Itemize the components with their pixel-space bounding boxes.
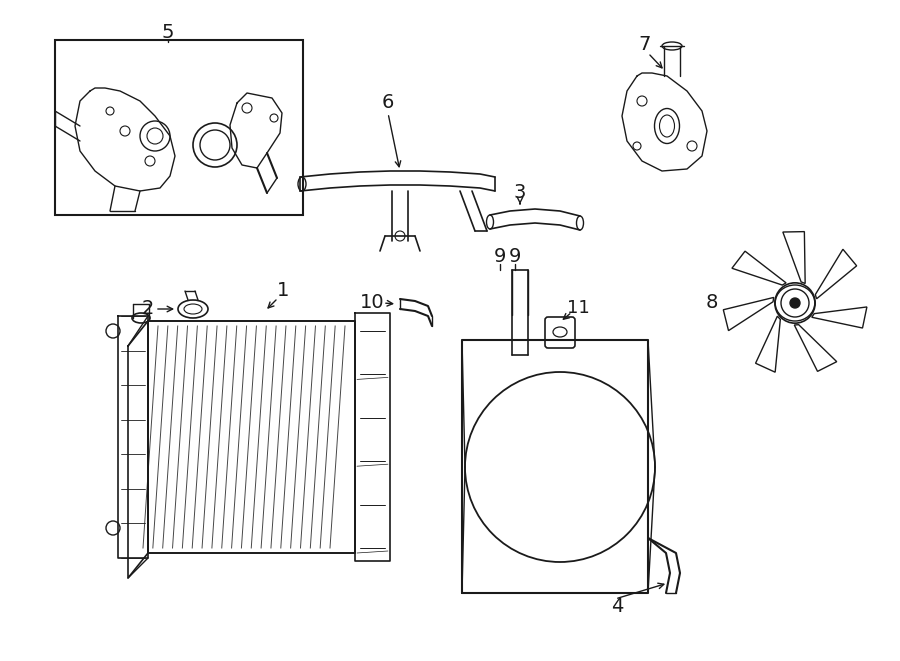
Circle shape	[790, 298, 800, 308]
Text: 4: 4	[611, 596, 623, 615]
Text: 3: 3	[514, 184, 526, 202]
Text: 9: 9	[494, 247, 506, 266]
Bar	[55, 40, 303, 215]
Text: 10: 10	[360, 293, 384, 313]
Text: 11: 11	[567, 299, 590, 317]
Text: 6: 6	[382, 93, 394, 112]
Text: 7: 7	[639, 34, 652, 54]
Text: 9: 9	[508, 247, 521, 266]
Text: 8: 8	[706, 293, 718, 313]
Text: 1: 1	[277, 282, 289, 301]
FancyBboxPatch shape	[545, 317, 575, 348]
Text: 2: 2	[142, 299, 154, 319]
Text: 5: 5	[162, 24, 175, 42]
